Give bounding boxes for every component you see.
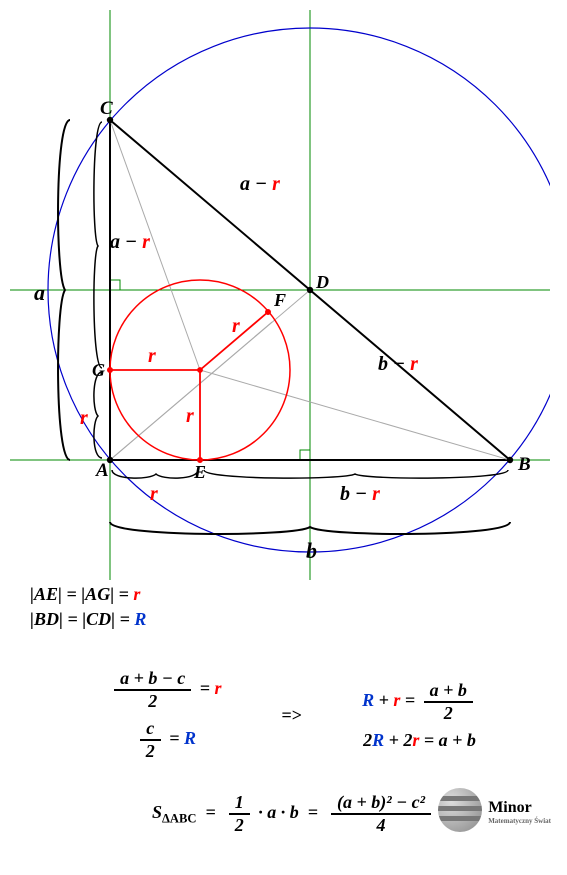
label-A: A xyxy=(95,460,109,481)
label-G: G xyxy=(92,360,105,380)
label-side-b: b xyxy=(306,538,317,563)
logo-globe-icon xyxy=(438,788,482,832)
eq-ae-ag: |AE| = |AG| = r xyxy=(30,584,557,605)
logo: Minor Matematyczny Świat xyxy=(438,788,551,832)
svg-text:a − r: a − r xyxy=(110,231,150,253)
label-D: D xyxy=(315,272,329,292)
svg-text:b − r: b − r xyxy=(378,353,418,375)
label-side-a: a xyxy=(34,280,45,305)
eq-bd-cd: |BD| = |CD| = R xyxy=(30,609,557,630)
label-E: E xyxy=(193,462,206,482)
svg-text:r: r xyxy=(80,407,88,429)
label-B: B xyxy=(517,454,531,475)
svg-text:r: r xyxy=(186,405,194,427)
equations-block: |AE| = |AG| = r |BD| = |CD| = R a + b − … xyxy=(10,584,557,836)
svg-text:a − r: a − r xyxy=(240,173,280,195)
logo-title: Minor xyxy=(488,799,532,816)
svg-text:r: r xyxy=(150,483,158,505)
eq-main-row: a + b − c2 = r c2 = R => R + r = a + b2 … xyxy=(30,668,557,762)
logo-subtitle: Matematyczny Świat xyxy=(488,817,551,825)
label-F: F xyxy=(273,290,286,310)
svg-text:r: r xyxy=(232,315,240,337)
svg-text:b − r: b − r xyxy=(340,483,380,505)
implies-arrow: => xyxy=(282,705,303,726)
label-C: C xyxy=(100,98,113,119)
svg-text:r: r xyxy=(148,345,156,367)
geometry-diagram: A B C D E F G a b a − r a − r b − r b − … xyxy=(10,10,550,580)
